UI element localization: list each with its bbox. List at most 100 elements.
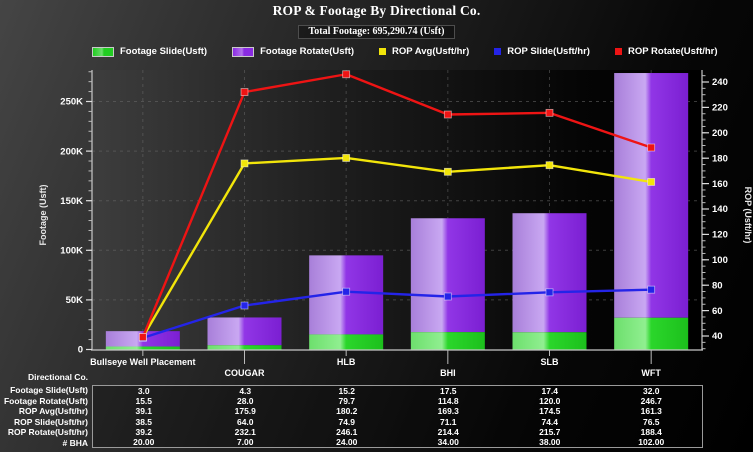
marker-rop-avg-usft-hr-bhi[interactable] [443, 167, 452, 176]
table-row-label-rop-avg-usft-hr: ROP Avg(Usft/hr) [18, 406, 88, 416]
marker-rop-rotate-usft-hr-slb[interactable] [545, 108, 554, 117]
marker-rop-avg-usft-hr-cougar[interactable] [240, 159, 249, 168]
bar-footage-slide-wft[interactable] [614, 317, 689, 350]
legend-label: ROP Rotate(Usft/hr) [627, 46, 718, 57]
table-cell-bha-bullseye-well-placement: 20.00 [133, 436, 155, 447]
marker-rop-rotate-usft-hr-wft[interactable] [647, 143, 656, 152]
table-corner-label: Directional Co. [28, 372, 88, 382]
table-cell-rop-rotate-usft-hr-slb: 215.7 [539, 426, 561, 437]
table-cell-rop-slide-usft-hr-bhi: 71.1 [439, 416, 457, 427]
left-axis-tick-label: 100K [60, 246, 83, 257]
combo-chart: 0 50K 100K 150K 200K 250K Footage (Usft) 40 60 80… [38, 70, 753, 378]
marker-rop-rotate-usft-hr-bhi[interactable] [443, 110, 452, 119]
marker-rop-slide-usft-hr-hlb[interactable] [342, 287, 351, 296]
table-cell-rop-rotate-usft-hr-bullseye-well-placement: 39.2 [135, 426, 153, 437]
right-axis-tick-label: 100 [712, 255, 728, 266]
table-cell-rop-slide-usft-hr-wft: 76.5 [642, 416, 660, 427]
bar-footage-slide-hlb[interactable] [309, 334, 384, 350]
left-axis-tick-label: 150K [60, 196, 83, 207]
total-footage-badge: Total Footage: 695,290.74 (Usft) [298, 25, 455, 39]
table-cell-footage-slide-usft-wft: 32.0 [642, 386, 660, 396]
table-cell-rop-slide-usft-hr-slb: 74.4 [541, 416, 559, 427]
legend-item-footage-slide-usft[interactable]: Footage Slide(Usft) [92, 46, 207, 57]
marker-rop-avg-usft-hr-hlb[interactable] [342, 154, 351, 162]
right-axis-tick-label: 200 [712, 128, 728, 139]
bar-swatch-footage-slide-usft [92, 46, 114, 57]
bar-footage-slide-bullseye-well-placement[interactable] [105, 346, 180, 350]
table-cell-footage-rotate-usft-bullseye-well-placement: 15.5 [135, 396, 153, 407]
category-label-hlb: HLB [337, 357, 356, 367]
table-cell-bha-cougar: 7.00 [236, 436, 254, 447]
marker-rop-rotate-usft-hr-cougar[interactable] [240, 88, 249, 96]
right-axis-tick-label: 180 [712, 153, 728, 164]
table-row-label-bha: # BHA [62, 437, 88, 448]
legend: Footage Slide(Usft) Footage Rotate(Usft) R… [92, 44, 718, 59]
right-axis-tick-label: 220 [712, 103, 728, 114]
marker-rop-slide-usft-hr-cougar[interactable] [240, 301, 249, 310]
bar-footage-slide-slb[interactable] [512, 332, 587, 350]
line-swatch-rop-avg-usft-hr [379, 48, 387, 55]
legend-label: ROP Avg(Usft/hr) [392, 46, 470, 57]
category-label-cougar: COUGAR [225, 368, 265, 378]
bar-swatch-footage-rotate-usft [232, 46, 255, 57]
table-cell-rop-rotate-usft-hr-cougar: 232.1 [234, 426, 256, 437]
left-axis-tick-label: 50K [66, 295, 84, 306]
table-row-labels: Footage Slide(Usft) Footage Rotate(Usft) R… [0, 385, 88, 448]
bar-footage-rotate-cougar[interactable] [207, 317, 282, 346]
table-row-label-footage-rotate-usft: Footage Rotate(Usft) [3, 395, 88, 406]
table-cell-rop-avg-usft-hr-cougar: 175.9 [234, 406, 256, 417]
table-cell-footage-slide-usft-bullseye-well-placement: 3.0 [137, 386, 150, 396]
bar-footage-slide-bhi[interactable] [410, 332, 485, 350]
line-swatch-rop-slide-usft-hr [494, 48, 502, 55]
legend-item-rop-slide-usft-hr[interactable]: ROP Slide(Usft/hr) [494, 46, 590, 57]
right-axis-tick-label: 40 [712, 331, 723, 342]
category-label-bhi: BHI [440, 368, 456, 378]
bar-footage-rotate-wft[interactable] [614, 73, 689, 318]
table-cell-footage-rotate-usft-bhi: 114.8 [437, 396, 459, 407]
bar-footage-rotate-bhi[interactable] [410, 218, 485, 333]
marker-rop-slide-usft-hr-bhi[interactable] [443, 292, 452, 301]
marker-rop-rotate-usft-hr-bullseye-well-placement[interactable] [138, 333, 147, 341]
right-axis-tick-label: 160 [712, 179, 728, 190]
right-axis-tick-label: 140 [712, 204, 728, 215]
table-row-label-rop-rotate-usft-hr: ROP Rotate(Usft/hr) [7, 427, 88, 437]
bar-footage-slide-cougar[interactable] [207, 345, 282, 350]
left-axis-title: Footage (Usft) [38, 185, 48, 246]
table-row-label-footage-slide-usft: Footage Slide(Usft) [10, 385, 88, 395]
left-axis-tick-label: 0 [78, 345, 83, 356]
legend-label: Footage Slide(Usft) [120, 46, 208, 57]
table-cell-rop-rotate-usft-hr-hlb: 246.1 [336, 426, 358, 437]
category-label-bullseye-well-placement: Bullseye Well Placement [90, 357, 195, 367]
table-cell-footage-rotate-usft-cougar: 28.0 [236, 396, 254, 407]
bar-footage-rotate-slb[interactable] [512, 213, 587, 333]
table-cell-rop-slide-usft-hr-bullseye-well-placement: 38.5 [135, 416, 153, 427]
left-axis-tick-label: 250K [60, 97, 83, 108]
table-cell-bha-wft: 102.00 [638, 436, 665, 447]
marker-rop-avg-usft-hr-wft[interactable] [647, 178, 656, 186]
right-axis-tick-label: 240 [712, 77, 728, 88]
table-cell-rop-avg-usft-hr-bhi: 169.3 [437, 406, 459, 417]
table-row-label-rop-slide-usft-hr: ROP Slide(Usft/hr) [14, 416, 88, 427]
marker-rop-avg-usft-hr-slb[interactable] [545, 161, 554, 170]
marker-rop-slide-usft-hr-wft[interactable] [647, 285, 656, 294]
table-cell-rop-rotate-usft-hr-wft: 188.4 [640, 426, 662, 437]
legend-item-rop-rotate-usft-hr[interactable]: ROP Rotate(Usft/hr) [614, 46, 718, 57]
right-axis-tick-label: 60 [712, 306, 723, 317]
chart-subtitle-row: Total Footage: 695,290.74 (Usft) [0, 21, 753, 39]
line-swatch-rop-rotate-usft-hr [614, 48, 622, 55]
table-cell-footage-rotate-usft-hlb: 79.7 [338, 396, 356, 407]
line-rop-slide-usft-hr [142, 288, 652, 340]
legend-item-rop-avg-usft-hr[interactable]: ROP Avg(Usft/hr) [379, 46, 469, 57]
legend-label: Footage Rotate(Usft) [260, 46, 355, 57]
marker-rop-rotate-usft-hr-hlb[interactable] [342, 70, 351, 79]
table-values: 3.0 4.3 15.2 17.5 17.4 32.0 15.5 28.0 79.7 114.8 1… [92, 385, 703, 448]
table-cell-footage-slide-usft-hlb: 15.2 [338, 386, 356, 396]
legend-item-footage-rotate-usft[interactable]: Footage Rotate(Usft) [232, 46, 354, 57]
marker-rop-slide-usft-hr-slb[interactable] [545, 288, 554, 297]
right-axis-tick-label: 120 [712, 230, 728, 241]
table-cell-footage-rotate-usft-slb: 120.0 [539, 396, 561, 407]
right-axis-title: ROP (Usft/hr) [743, 187, 753, 244]
category-label-slb: SLB [541, 357, 560, 367]
legend-label: ROP Slide(Usft/hr) [507, 46, 590, 57]
